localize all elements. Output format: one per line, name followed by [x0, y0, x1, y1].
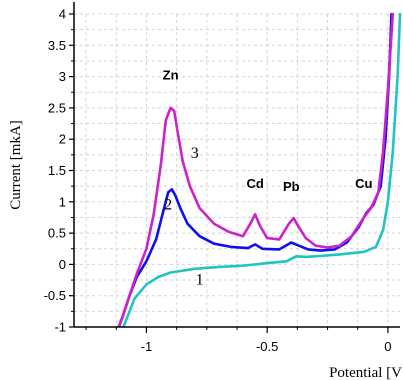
- x-tick-label: -0.5: [256, 339, 278, 354]
- y-tick-label: -1: [54, 320, 66, 335]
- y-tick-label: 2: [59, 132, 66, 147]
- curves: [117, 12, 402, 327]
- curve-label-3: 3: [191, 145, 199, 162]
- peak-label-pb: Pb: [283, 179, 300, 194]
- curve-label-1: 1: [196, 271, 204, 288]
- grid: [74, 13, 400, 328]
- x-axis-title: Potential [V: [329, 365, 402, 380]
- y-tick-label: 0: [59, 257, 66, 272]
- y-tick-label: 3: [59, 69, 66, 84]
- y-tick-label: -0.5: [44, 288, 66, 303]
- peak-label-zn: Zn: [163, 68, 179, 83]
- labels: Zn Cd Pb Cu 1 2 3: [163, 68, 373, 289]
- series-line-1: [122, 12, 402, 327]
- y-tick-label: 1: [59, 194, 66, 209]
- curve-label-2: 2: [164, 196, 172, 213]
- y-tick-label: 4: [59, 7, 66, 22]
- peak-label-cu: Cu: [355, 176, 372, 191]
- y-tick-label: 2.5: [48, 100, 66, 115]
- series-line-3: [117, 12, 395, 327]
- peak-label-cd: Cd: [246, 176, 263, 191]
- y-tick-label: 1.5: [48, 163, 66, 178]
- x-tick-label: -1: [141, 339, 153, 354]
- y-tick-label: 3.5: [48, 38, 66, 53]
- axes: 4 3.5 3 2.5 2 1.5 1 0.5 0 -0.5 -1 -1 -0.5 0: [44, 2, 400, 354]
- x-tick-label: 0: [384, 339, 391, 354]
- y-axis-title: Current [mkA]: [8, 120, 24, 210]
- y-tick-label: 0.5: [48, 226, 66, 241]
